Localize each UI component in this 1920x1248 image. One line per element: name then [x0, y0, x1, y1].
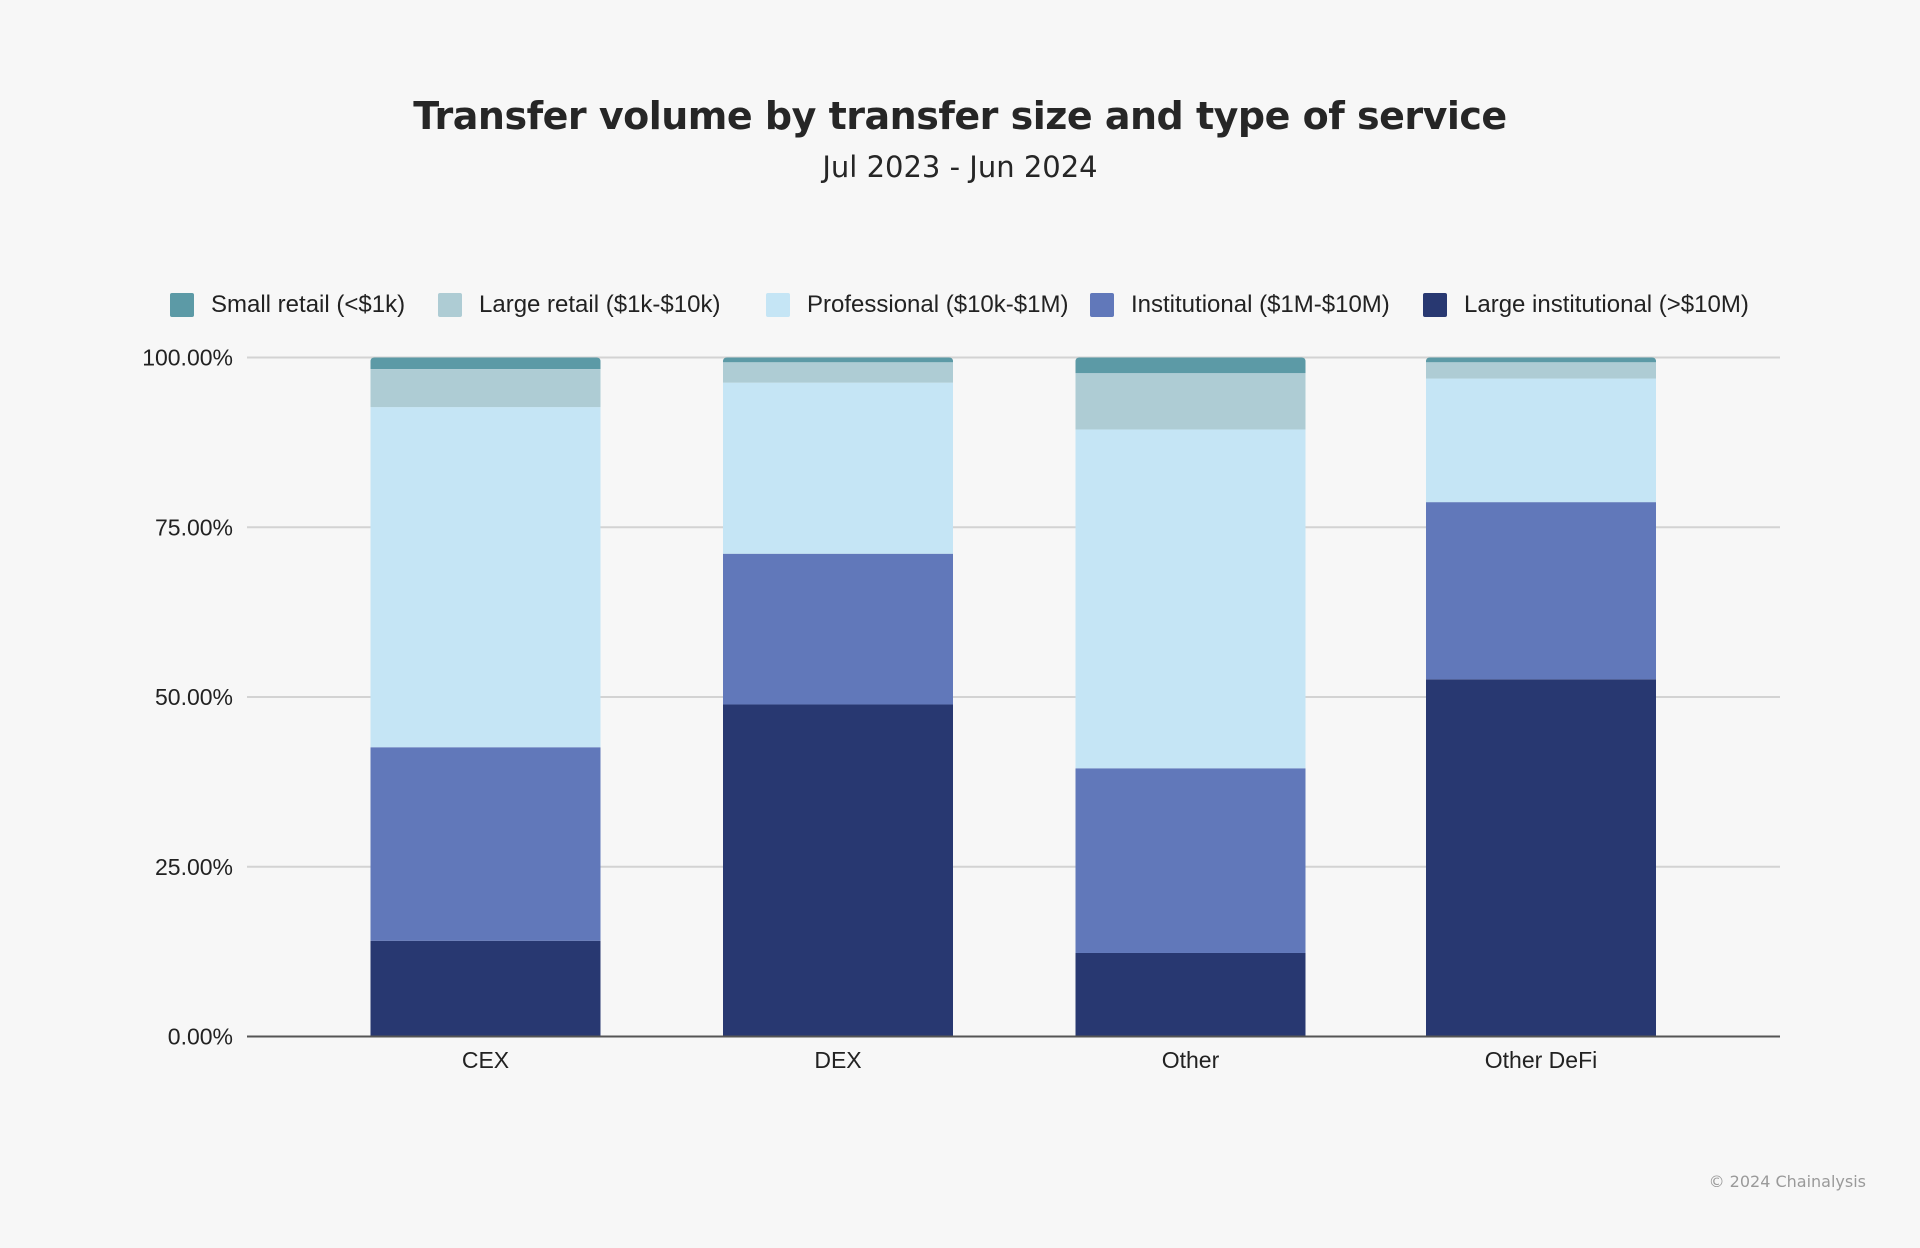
- bar-segment: [1426, 362, 1656, 379]
- legend-label: Professional ($10k-$1M): [807, 291, 1069, 318]
- legend-label: Large retail ($1k-$10k): [479, 291, 721, 318]
- legend-item[interactable]: Professional ($10k-$1M): [766, 290, 1068, 320]
- legend-swatch: [1090, 293, 1114, 317]
- bar-segment: [1426, 378, 1656, 503]
- legend-swatch: [438, 293, 462, 317]
- legend-swatch: [170, 293, 194, 317]
- y-tick-label: 0.00%: [168, 1024, 233, 1050]
- bar-segment: [1075, 952, 1306, 1037]
- bar-segment: [370, 357, 601, 370]
- legend-swatch: [1423, 293, 1447, 317]
- bar-segment: [1075, 373, 1306, 430]
- bar-segment: [1426, 502, 1656, 680]
- y-tick-label: 75.00%: [155, 514, 233, 540]
- bar-segment: [723, 553, 953, 705]
- x-tick-label: CEX: [462, 1047, 509, 1073]
- chart-title: Transfer volume by transfer size and typ…: [413, 94, 1507, 138]
- bar-segment: [723, 382, 953, 554]
- bar-segment: [723, 362, 953, 383]
- bar-segment: [370, 407, 601, 748]
- legend-label: Institutional ($1M-$10M): [1131, 291, 1390, 318]
- legend: Small retail (<$1k) Large retail ($1k-$10…: [0, 290, 1920, 320]
- copyright-footer: © 2024 Chainalysis: [1708, 1172, 1866, 1191]
- bar-segment: [1426, 679, 1656, 1037]
- bar-segment: [370, 369, 601, 408]
- legend-item[interactable]: Institutional ($1M-$10M): [1090, 290, 1390, 320]
- legend-label: Small retail (<$1k): [211, 291, 406, 318]
- y-tick-label: 50.00%: [155, 684, 233, 710]
- bar-segment: [1075, 357, 1306, 374]
- bar-segment: [1426, 357, 1656, 363]
- x-tick-label: DEX: [814, 1047, 861, 1073]
- bar-segment: [1075, 429, 1306, 769]
- chart-subtitle: Jul 2023 - Jun 2024: [822, 150, 1098, 184]
- bar-stack-dex: [723, 357, 953, 1037]
- legend-swatch: [766, 293, 790, 317]
- x-tick-label: Other: [1162, 1047, 1220, 1073]
- bar-stack-other-defi: [1426, 357, 1656, 1037]
- legend-label: Large institutional (>$10M): [1464, 291, 1749, 318]
- bar-segment: [723, 704, 953, 1037]
- bar-segment: [370, 747, 601, 941]
- bar-stack-cex: [370, 357, 601, 1037]
- bar-stack-other: [1075, 357, 1306, 1037]
- y-tick-label: 25.00%: [155, 854, 233, 880]
- bar-segment: [1075, 768, 1306, 953]
- y-tick-label: 100.00%: [142, 345, 233, 371]
- legend-item[interactable]: Small retail (<$1k): [170, 290, 405, 320]
- legend-item[interactable]: Large retail ($1k-$10k): [438, 290, 720, 320]
- bar-segment: [723, 357, 953, 363]
- legend-item[interactable]: Large institutional (>$10M): [1423, 290, 1749, 320]
- bar-segment: [370, 940, 601, 1037]
- x-tick-label: Other DeFi: [1485, 1047, 1597, 1073]
